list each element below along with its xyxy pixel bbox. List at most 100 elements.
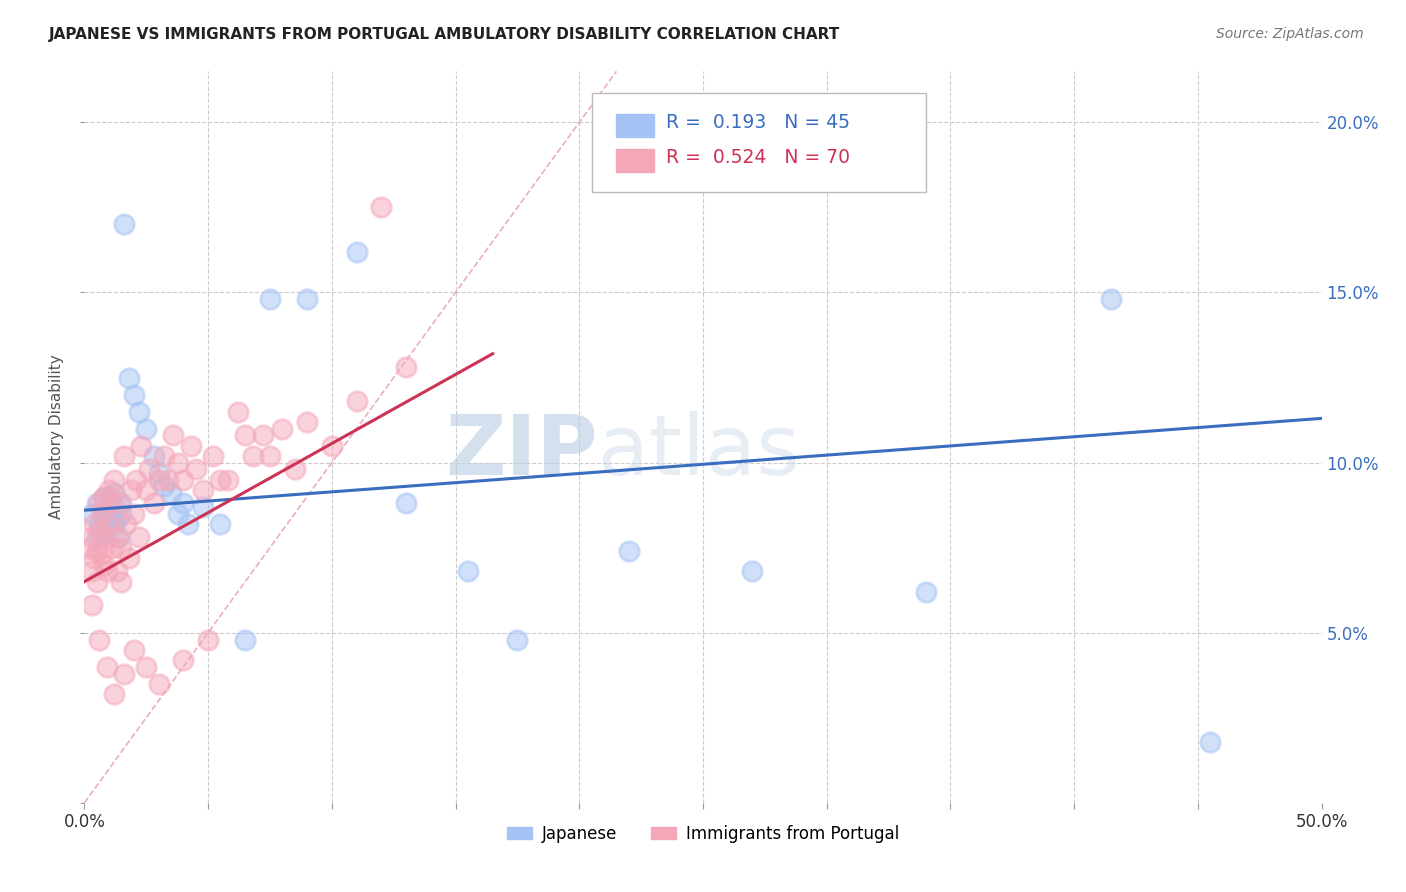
Point bbox=[593, 132, 616, 146]
Point bbox=[167, 456, 190, 470]
Point bbox=[129, 439, 152, 453]
Point bbox=[103, 687, 125, 701]
Point bbox=[346, 244, 368, 259]
Point bbox=[89, 496, 111, 510]
Point bbox=[128, 531, 150, 545]
Point bbox=[226, 404, 249, 418]
Point bbox=[128, 404, 150, 418]
Point bbox=[157, 473, 180, 487]
Point bbox=[617, 544, 640, 558]
FancyBboxPatch shape bbox=[616, 149, 654, 172]
Point bbox=[217, 473, 239, 487]
Point bbox=[83, 516, 105, 531]
Point bbox=[233, 632, 256, 647]
Point bbox=[105, 531, 128, 545]
Point bbox=[242, 449, 264, 463]
Text: Source: ZipAtlas.com: Source: ZipAtlas.com bbox=[1216, 27, 1364, 41]
Point bbox=[122, 387, 145, 401]
Point bbox=[209, 516, 232, 531]
Point bbox=[135, 483, 157, 497]
Point bbox=[346, 394, 368, 409]
FancyBboxPatch shape bbox=[616, 114, 654, 137]
Text: atlas: atlas bbox=[598, 411, 800, 492]
Point bbox=[103, 516, 125, 531]
Y-axis label: Ambulatory Disability: Ambulatory Disability bbox=[49, 355, 65, 519]
Point bbox=[93, 558, 115, 572]
Point bbox=[98, 483, 121, 497]
Point bbox=[172, 496, 194, 510]
Point bbox=[914, 585, 936, 599]
Point bbox=[191, 500, 214, 514]
Point bbox=[112, 218, 135, 232]
Point bbox=[122, 507, 145, 521]
Point bbox=[202, 449, 225, 463]
Point bbox=[100, 510, 122, 524]
Point bbox=[86, 496, 108, 510]
Point bbox=[96, 513, 118, 527]
Point bbox=[122, 642, 145, 657]
Point bbox=[96, 531, 118, 545]
Text: ZIP: ZIP bbox=[446, 411, 598, 492]
Point bbox=[96, 565, 118, 579]
Point bbox=[80, 531, 103, 545]
Point bbox=[197, 632, 219, 647]
Point bbox=[90, 524, 112, 538]
Point bbox=[100, 496, 122, 510]
Point bbox=[83, 550, 105, 565]
Point bbox=[120, 483, 142, 497]
Point bbox=[110, 541, 132, 555]
Point bbox=[160, 486, 183, 500]
FancyBboxPatch shape bbox=[592, 94, 925, 192]
Point bbox=[89, 516, 111, 531]
Point bbox=[98, 503, 121, 517]
Point bbox=[125, 473, 148, 487]
Point bbox=[112, 449, 135, 463]
Point bbox=[86, 544, 108, 558]
Point bbox=[506, 632, 529, 647]
Point bbox=[98, 516, 121, 531]
Point bbox=[271, 421, 294, 435]
Point bbox=[152, 449, 174, 463]
Point bbox=[80, 599, 103, 613]
Point bbox=[184, 462, 207, 476]
Point bbox=[395, 496, 418, 510]
Point bbox=[295, 293, 318, 307]
Point bbox=[162, 428, 184, 442]
Point bbox=[108, 496, 131, 510]
Point bbox=[112, 666, 135, 681]
Point bbox=[741, 565, 763, 579]
Point bbox=[110, 574, 132, 589]
Point bbox=[180, 439, 202, 453]
Point bbox=[103, 486, 125, 500]
Point bbox=[172, 473, 194, 487]
Legend: Japanese, Immigrants from Portugal: Japanese, Immigrants from Portugal bbox=[501, 818, 905, 849]
Point bbox=[457, 565, 479, 579]
Point bbox=[110, 507, 132, 521]
Point bbox=[93, 490, 115, 504]
Point bbox=[259, 449, 281, 463]
Point bbox=[103, 473, 125, 487]
Point bbox=[148, 473, 170, 487]
Point bbox=[295, 415, 318, 429]
Point bbox=[148, 466, 170, 480]
Point bbox=[90, 507, 112, 521]
Point bbox=[98, 490, 121, 504]
Point bbox=[90, 548, 112, 562]
Point bbox=[191, 483, 214, 497]
Point bbox=[177, 516, 200, 531]
Point bbox=[167, 507, 190, 521]
Point bbox=[100, 541, 122, 555]
Point bbox=[172, 653, 194, 667]
Point bbox=[80, 565, 103, 579]
Point bbox=[284, 462, 307, 476]
Point bbox=[321, 439, 343, 453]
Point bbox=[105, 565, 128, 579]
Point bbox=[142, 496, 165, 510]
Point bbox=[259, 293, 281, 307]
Point bbox=[93, 490, 115, 504]
Point bbox=[86, 531, 108, 545]
Point bbox=[96, 659, 118, 673]
Point bbox=[142, 449, 165, 463]
Text: R =  0.193   N = 45: R = 0.193 N = 45 bbox=[666, 113, 849, 132]
Point bbox=[110, 496, 132, 510]
